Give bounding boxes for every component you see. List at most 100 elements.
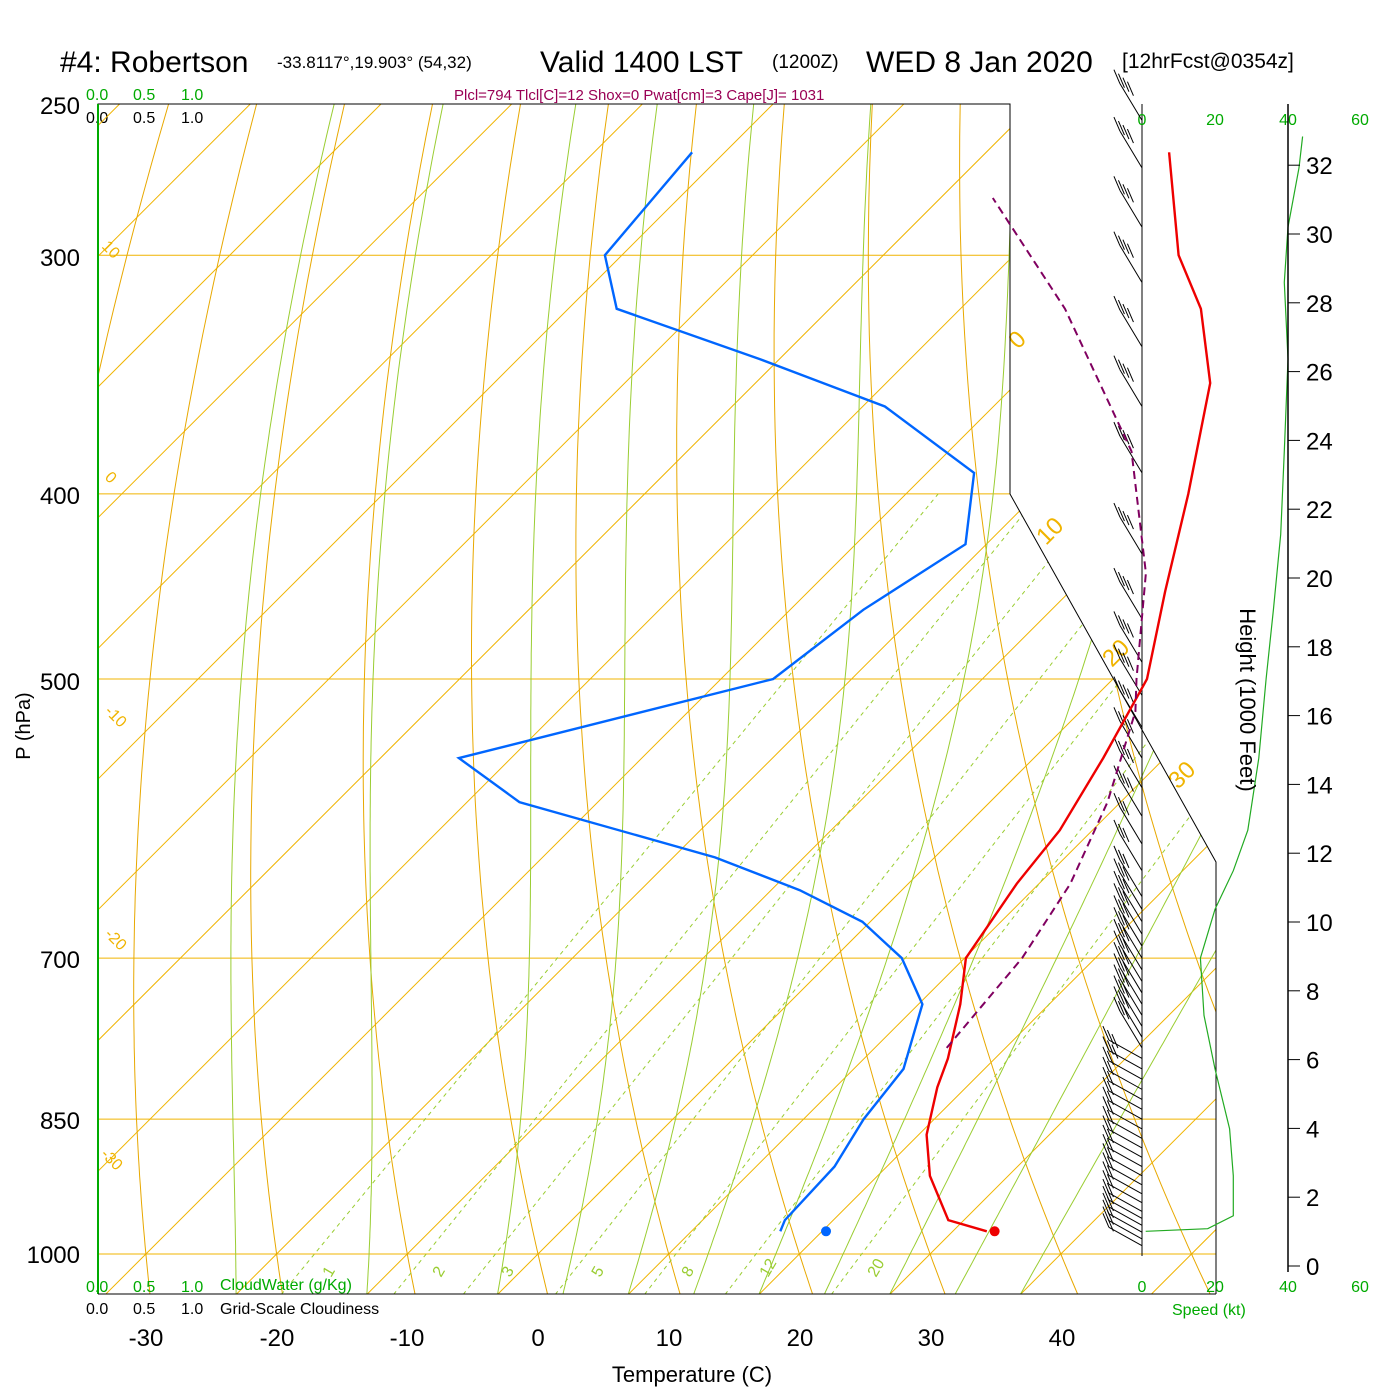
dry-adiabat-line bbox=[1047, 104, 1216, 1294]
x-axis-label: Temperature (C) bbox=[612, 1362, 772, 1387]
barb-feather bbox=[1102, 1036, 1110, 1051]
barb-feather bbox=[1102, 1076, 1110, 1092]
isotherm-line bbox=[98, 104, 974, 1294]
wind-speed-ticks-bottom: 0 20 40 60 bbox=[1138, 1279, 1369, 1296]
parcel-line bbox=[945, 197, 1147, 1049]
barb-feather bbox=[1113, 930, 1121, 945]
pressure-tick-label: 850 bbox=[40, 1108, 80, 1135]
barb-feather bbox=[1126, 81, 1134, 96]
barb-feather bbox=[1113, 996, 1121, 1012]
barb-feather bbox=[1117, 862, 1125, 877]
wind-barb bbox=[1102, 1025, 1143, 1059]
isotherm-line bbox=[889, 104, 1216, 1294]
barb-staff bbox=[1108, 1192, 1143, 1212]
barb-feather bbox=[1106, 1029, 1114, 1045]
barb-feather bbox=[1113, 176, 1121, 191]
mixing-ratio-label: 2 bbox=[430, 1264, 449, 1280]
valid-date: WED 8 Jan 2020 bbox=[866, 46, 1093, 79]
barb-feather bbox=[1106, 1156, 1114, 1171]
barb-feather bbox=[1122, 827, 1130, 843]
barb-feather bbox=[1122, 684, 1130, 699]
barb-feather bbox=[1126, 623, 1134, 638]
barb-feather bbox=[1117, 359, 1125, 374]
pressure-tick-label: 250 bbox=[40, 93, 80, 120]
barb-feather bbox=[1126, 514, 1134, 530]
barb-staff bbox=[1108, 1174, 1143, 1195]
barb-feather bbox=[1122, 575, 1130, 591]
dry-adiabat-line bbox=[959, 104, 1211, 1294]
barb-feather bbox=[1117, 571, 1125, 587]
barb-feather bbox=[1113, 502, 1121, 518]
wind-barb bbox=[1102, 1213, 1143, 1247]
moist-adiabat-line bbox=[562, 104, 668, 1294]
barb-staff bbox=[1108, 1110, 1143, 1130]
wind-barb bbox=[1113, 930, 1143, 982]
barb-feather bbox=[1113, 895, 1121, 910]
wind-barb bbox=[1113, 355, 1143, 407]
wind-barb bbox=[1113, 644, 1143, 696]
barb-feather bbox=[1111, 1044, 1119, 1059]
barb-staff bbox=[1108, 1156, 1143, 1177]
pressure-tick-label: 700 bbox=[40, 947, 80, 974]
isotherm-line bbox=[366, 104, 1216, 1294]
barb-feather bbox=[1122, 926, 1130, 942]
barb-staff bbox=[1108, 1119, 1143, 1139]
barb-staff bbox=[1119, 309, 1143, 348]
wind-barb bbox=[1102, 1115, 1143, 1149]
scale-value: 0.5 bbox=[133, 1301, 155, 1318]
barb-feather bbox=[1117, 235, 1125, 250]
wind-barb bbox=[1102, 1076, 1143, 1110]
barb-feather bbox=[1117, 796, 1125, 812]
temperature-surface-marker bbox=[989, 1226, 1000, 1237]
scale-value: 0.0 bbox=[86, 1279, 108, 1296]
isotherm-line bbox=[627, 104, 1216, 1294]
barb-staff bbox=[1119, 516, 1143, 555]
moist-adiabat-line bbox=[366, 104, 459, 1294]
barb-feather bbox=[1102, 1161, 1110, 1176]
height-tick-label: 0 bbox=[1306, 1254, 1319, 1281]
scale-value: 1.0 bbox=[181, 1301, 203, 1318]
barb-feather bbox=[1126, 777, 1134, 792]
scale-value: 1.0 bbox=[181, 110, 203, 127]
barb-feather bbox=[1106, 1060, 1114, 1076]
scale-value: 0.5 bbox=[133, 110, 155, 127]
height-tick-label: 24 bbox=[1306, 428, 1333, 455]
isotherm-line bbox=[98, 104, 1216, 1294]
barb-staff bbox=[1119, 872, 1143, 910]
barb-staff bbox=[1108, 1039, 1143, 1059]
barb-feather bbox=[1106, 1138, 1114, 1153]
barb-feather bbox=[1126, 579, 1134, 595]
speed-tick: 20 bbox=[1206, 112, 1224, 129]
barb-feather bbox=[1102, 1134, 1110, 1149]
barb-feather bbox=[1102, 1206, 1110, 1221]
barb-feather bbox=[1117, 849, 1125, 865]
barb-feather bbox=[1113, 819, 1121, 835]
barb-feather bbox=[1122, 303, 1130, 319]
barb-feather bbox=[1117, 299, 1125, 315]
speed-tick: 0 bbox=[1138, 112, 1147, 129]
barb-feather bbox=[1117, 934, 1125, 949]
wind-barb bbox=[1102, 1206, 1143, 1240]
barb-staff bbox=[1108, 1220, 1143, 1240]
wind-barb bbox=[1102, 1178, 1143, 1212]
wind-barb bbox=[1113, 421, 1143, 474]
isotherm-label: 0 bbox=[101, 469, 119, 487]
height-tick-label: 26 bbox=[1306, 360, 1333, 387]
series-layer bbox=[456, 151, 1212, 1237]
barb-staff bbox=[1119, 944, 1143, 982]
wind-barb bbox=[1113, 845, 1143, 897]
barb-feather bbox=[1102, 1096, 1110, 1111]
wind-barb bbox=[1102, 1066, 1143, 1100]
barb-staff bbox=[1119, 909, 1143, 947]
barb-staff bbox=[1108, 1138, 1143, 1158]
barb-feather bbox=[1113, 644, 1121, 659]
isotherm-line bbox=[98, 104, 582, 1294]
barb-feather bbox=[1113, 792, 1121, 808]
barb-feather bbox=[1106, 1174, 1114, 1189]
mixing-ratio-line bbox=[554, 493, 1186, 1294]
barb-feather bbox=[1102, 1086, 1110, 1101]
barb-staff bbox=[1108, 1226, 1143, 1247]
wind-barb bbox=[1102, 1086, 1143, 1120]
barb-feather bbox=[1113, 941, 1121, 957]
wind-barb bbox=[1102, 1134, 1143, 1168]
